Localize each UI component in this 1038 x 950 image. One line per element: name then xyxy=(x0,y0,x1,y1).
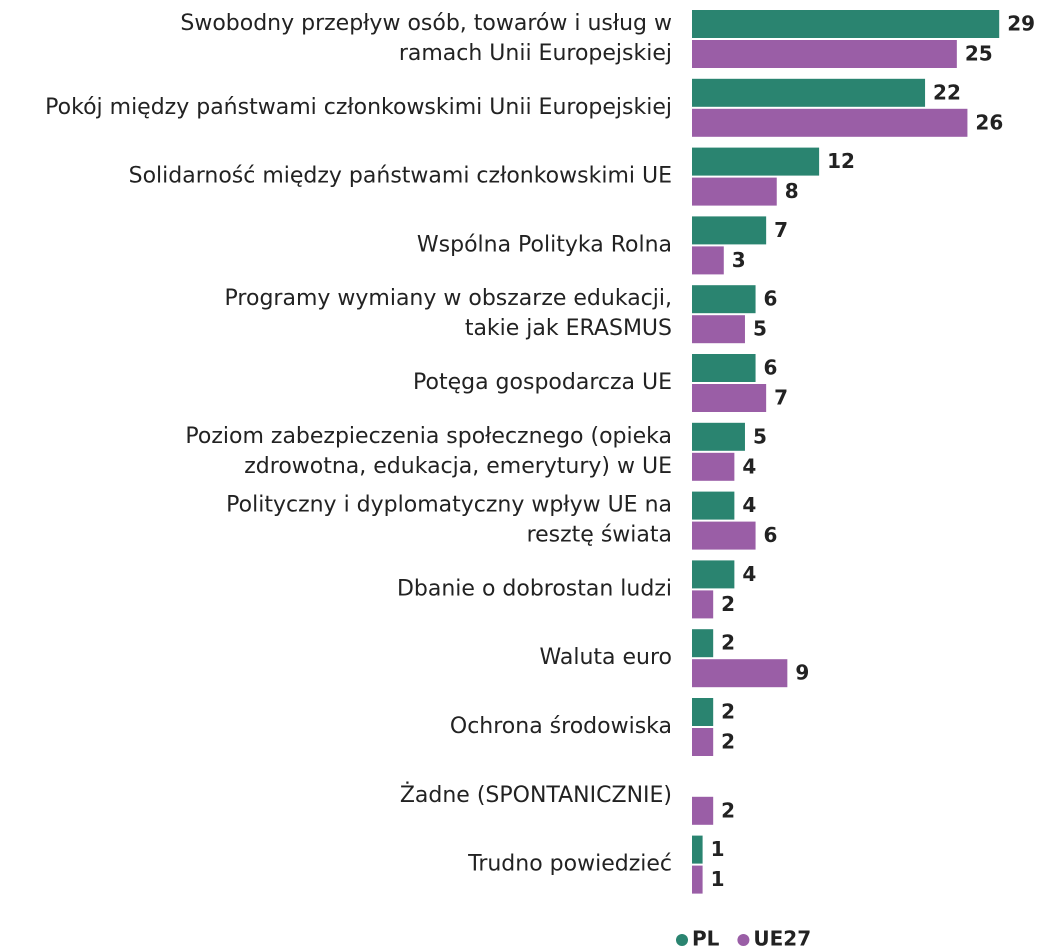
category-label: Potęga gospodarcza UE xyxy=(413,370,672,395)
category-label: Programy wymiany w obszarze edukacji, xyxy=(225,286,672,311)
legend-swatch xyxy=(676,934,688,946)
value-label: 4 xyxy=(742,493,756,517)
bar xyxy=(692,698,714,726)
bar xyxy=(692,315,745,344)
value-label: 2 xyxy=(721,631,735,655)
legend-label: UE27 xyxy=(753,927,811,950)
category-label: Polityczny i dyplomatyczny wpływ UE na xyxy=(226,493,672,518)
category-label: takie jak ERASMUS xyxy=(465,316,672,341)
category-label: Żadne (SPONTANICZNIE) xyxy=(400,782,672,808)
bar xyxy=(692,560,735,589)
value-label: 6 xyxy=(764,287,778,311)
legend-swatch xyxy=(737,934,750,946)
category-label: ramach Unii Europejskiej xyxy=(399,41,672,66)
bar xyxy=(692,491,735,520)
category-label: Solidarność między państwami członkowski… xyxy=(129,164,672,189)
value-label: 2 xyxy=(721,798,735,822)
bar xyxy=(692,354,756,382)
bar xyxy=(692,177,777,206)
bar xyxy=(692,78,926,107)
value-label: 2 xyxy=(721,730,735,754)
value-label: 4 xyxy=(742,562,756,586)
bar xyxy=(692,452,735,481)
value-label: 2 xyxy=(721,700,735,724)
bar xyxy=(692,422,745,451)
value-label: 12 xyxy=(827,149,855,173)
bar xyxy=(692,865,703,894)
value-label: 9 xyxy=(795,661,809,685)
value-label: 7 xyxy=(774,218,788,242)
value-label: 6 xyxy=(764,356,778,380)
bar xyxy=(692,796,714,825)
category-label: Trudno powiedzieć xyxy=(467,852,672,877)
bar xyxy=(692,835,703,864)
category-label: Dbanie o dobrostan ludzi xyxy=(397,576,672,601)
category-label: Poziom zabezpieczenia społecznego (opiek… xyxy=(185,424,672,449)
category-label: Swobodny przepływ osób, towarów i usług … xyxy=(180,11,672,36)
bar xyxy=(692,659,788,688)
bar xyxy=(692,147,820,176)
value-label: 8 xyxy=(785,179,799,203)
value-label: 4 xyxy=(742,454,756,478)
value-label: 5 xyxy=(753,424,767,448)
value-label: 1 xyxy=(711,837,725,861)
value-label: 22 xyxy=(933,80,961,104)
value-label: 1 xyxy=(711,867,725,891)
category-label: Waluta euro xyxy=(540,645,672,670)
bar xyxy=(692,629,714,658)
bar xyxy=(692,728,714,756)
value-label: 26 xyxy=(975,110,1003,134)
bar xyxy=(692,246,724,275)
category-label: resztę świata xyxy=(527,523,672,548)
category-label: zdrowotna, edukacja, emerytury) w UE xyxy=(244,454,672,479)
value-label: 7 xyxy=(774,386,788,410)
bar xyxy=(692,285,756,314)
bar xyxy=(692,590,714,619)
bar xyxy=(692,384,767,412)
bar xyxy=(692,108,968,137)
value-label: 25 xyxy=(965,42,993,66)
bar xyxy=(692,10,1000,38)
value-label: 29 xyxy=(1007,12,1035,36)
value-label: 6 xyxy=(764,523,778,547)
category-label: Pokój między państwami członkowskimi Uni… xyxy=(45,95,672,120)
category-label: Wspólna Polityka Rolna xyxy=(417,232,672,257)
value-label: 2 xyxy=(721,592,735,616)
category-label: Ochrona środowiska xyxy=(450,714,672,739)
value-label: 5 xyxy=(753,317,767,341)
bar xyxy=(692,521,756,550)
bar xyxy=(692,216,767,245)
value-label: 3 xyxy=(732,248,746,272)
legend-label: PL xyxy=(692,927,720,950)
bar xyxy=(692,40,957,68)
